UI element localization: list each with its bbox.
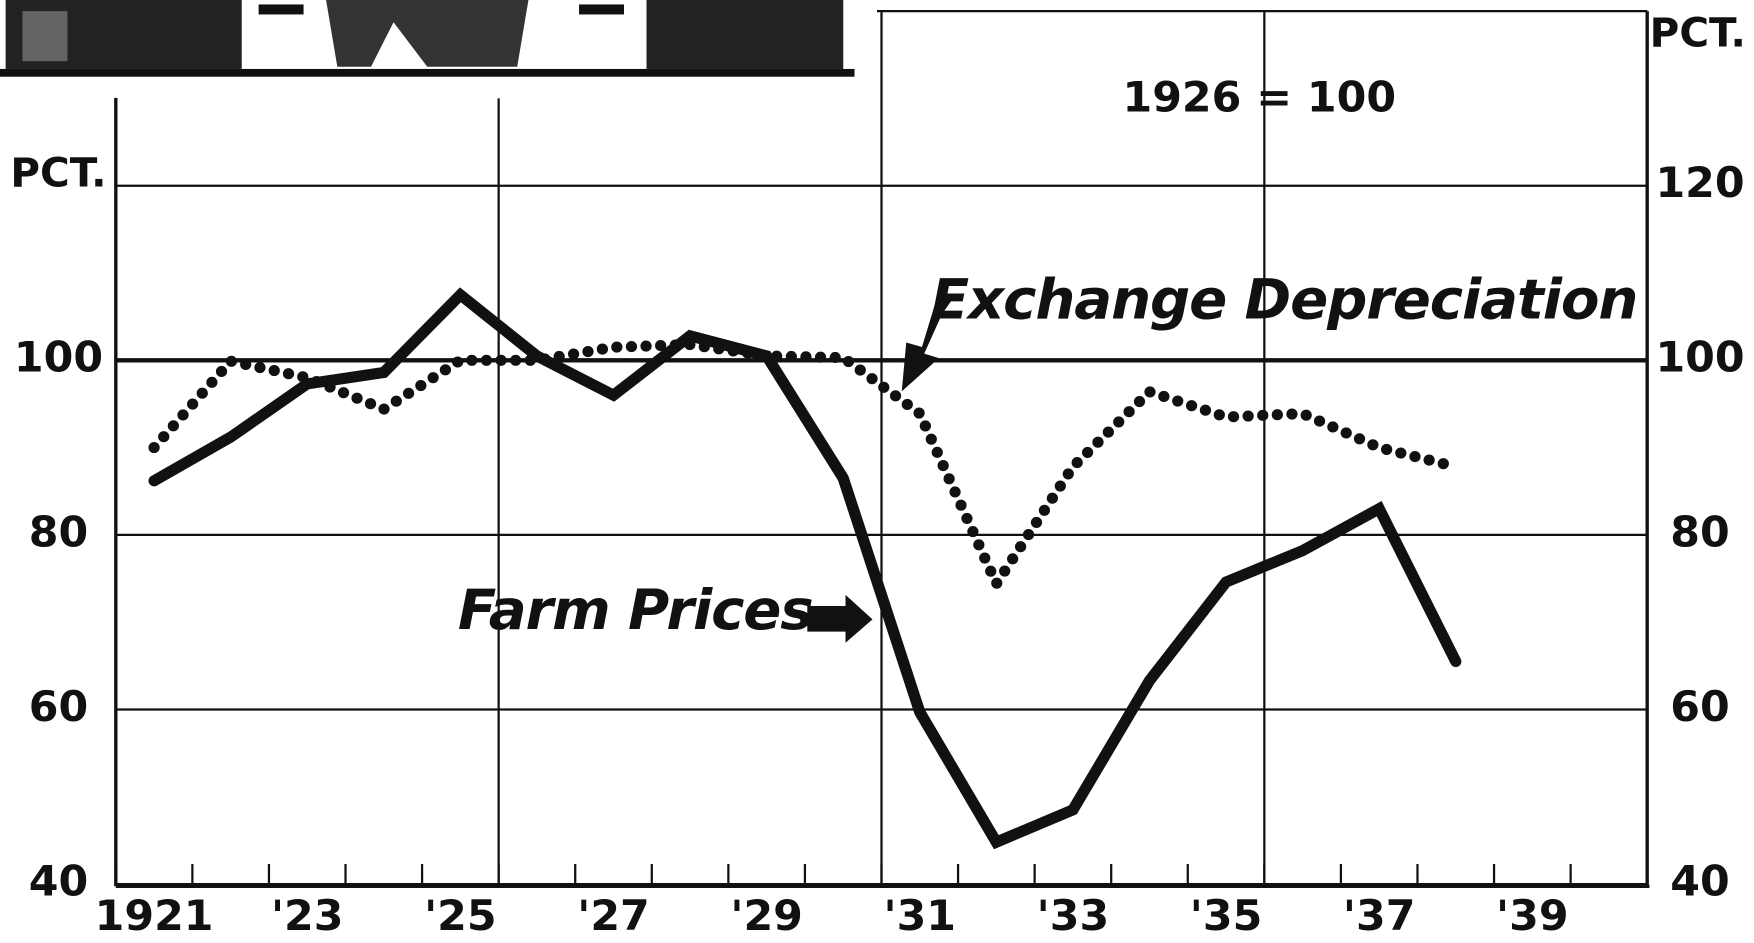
header-cartoon [0,0,855,77]
line [154,295,1456,842]
x-tick-label: '37 [1343,892,1416,941]
x-tick-label: '23 [271,892,344,941]
x-tick-label: '31 [884,892,957,941]
y2-tick-label: 60 [1670,683,1729,732]
x-tick-label: '29 [730,892,803,941]
x-tick-label: '35 [1190,892,1263,941]
x-tick-label: '25 [424,892,497,941]
x-tick-label: '39 [1496,892,1569,941]
y-tick-label: 40 [29,858,88,907]
y2-tick-label: 80 [1670,509,1729,558]
y-tick-label: 80 [29,509,88,558]
y-axis-label: PCT. [10,151,106,197]
x-tick-label: '27 [577,892,650,941]
x-tick-label: '33 [1037,892,1110,941]
y-tick-label: 100 [14,334,103,383]
y-tick-label: 60 [29,683,88,732]
y2-tick-label: 40 [1670,858,1729,907]
chart: PCT. PCT. 1926 = 100 40 60 80 100 40 60 80 100 1… [0,0,1754,943]
subtitle: 1926 = 100 [1122,74,1396,123]
legend-label: Farm Prices [458,578,813,643]
x-tick-label: 1921 [95,892,214,941]
y2-tick-label: 120 [1655,159,1744,208]
legend-label: Exchange Depreciation [931,268,1637,333]
annotation-arrow [807,595,872,643]
y2-tick-label: 100 [1655,334,1744,383]
y2-axis-label: PCT. [1650,11,1746,57]
